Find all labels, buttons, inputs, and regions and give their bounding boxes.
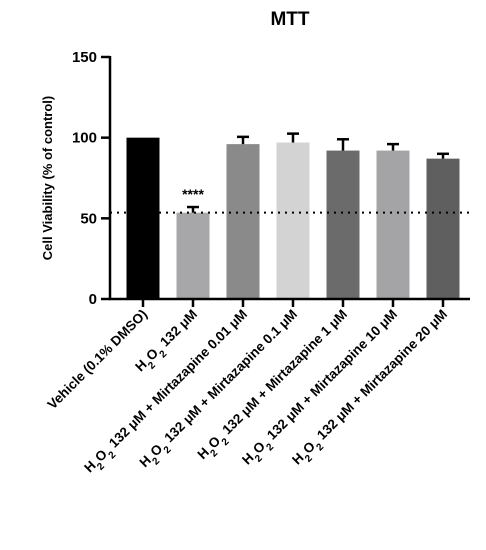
y-tick-label: 100: [72, 130, 97, 147]
chart-title: MTT: [270, 9, 309, 30]
bar: [426, 158, 460, 299]
bar: [226, 144, 260, 299]
y-axis-label: Cell Viability (% of control): [40, 96, 55, 260]
bar: [326, 150, 360, 299]
bar: [376, 150, 410, 299]
bar: [176, 212, 210, 299]
significance-label: ****: [182, 186, 204, 202]
y-tick-label: 0: [89, 291, 97, 308]
bar: [126, 137, 160, 299]
y-tick-label: 150: [72, 49, 97, 66]
y-tick-label: 50: [80, 210, 97, 227]
bar: [276, 142, 310, 299]
x-tick-label: Vehicle (0.1% DMSO): [45, 307, 151, 413]
